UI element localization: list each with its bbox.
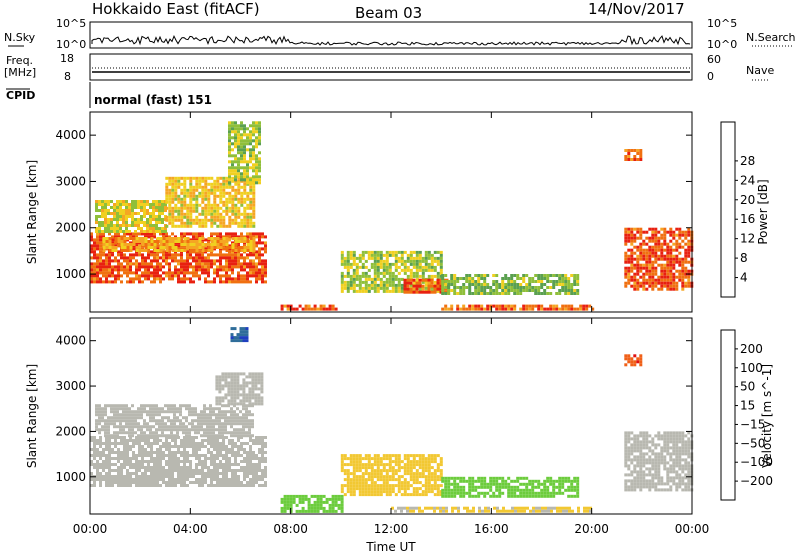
echo-region-4 — [228, 121, 261, 184]
x-tick-label-0: 00:00 — [73, 522, 108, 536]
echo-region-2 — [95, 200, 167, 233]
x-tick-label-6: 00:00 — [675, 522, 710, 536]
x-tick-label-2: 08:00 — [273, 522, 308, 536]
echo-region-2 — [215, 372, 263, 405]
colorbar-tick-0-0: 4 — [740, 271, 748, 285]
echo-region-8 — [624, 431, 693, 491]
echo-region-1 — [95, 404, 254, 437]
x-tick-label-5: 20:00 — [574, 522, 609, 536]
echo-region-8 — [441, 274, 579, 295]
echo-region-6 — [441, 477, 579, 498]
freq-panel: Freq. [MHz] 18 8 60 0 Nave — [4, 52, 774, 83]
echo-region-0 — [90, 436, 267, 487]
freq-tick-top: 18 — [60, 52, 74, 65]
colorbar-tick-0-4: 20 — [740, 193, 755, 207]
y-tick-label-0-0: 1000 — [55, 267, 86, 281]
power-heatmap — [90, 121, 693, 310]
date-label: 14/Nov/2017 — [588, 0, 685, 18]
time-xlabel: Time UT — [365, 540, 416, 554]
echo-region-5 — [341, 454, 443, 496]
nsearch-tick-bottom: 10^0 — [707, 38, 737, 51]
colorbar-tick-1-2: 50 — [740, 380, 755, 394]
nsky-panel: N.Sky 10^5 10^0 10^5 10^0 N.Search — [4, 17, 796, 51]
y-tick-label-0-3: 4000 — [55, 128, 86, 142]
nsky-label: N.Sky — [4, 31, 36, 44]
power-colorbar: 4 8 12 16 20 24 28 — [721, 122, 755, 297]
x-tick-label-3: 12:00 — [374, 522, 409, 536]
station-title: Hokkaido East (fitACF) — [92, 0, 260, 18]
echo-region-9 — [624, 354, 642, 366]
y-tick-label-1-0: 1000 — [55, 470, 86, 484]
velocity-ylabel: Slant Range [km] — [25, 364, 39, 468]
cpid-text: normal (fast) 151 — [94, 93, 212, 107]
x-tick-label-1: 04:00 — [173, 522, 208, 536]
echo-region-3 — [165, 177, 255, 228]
nave-label: Nave — [746, 64, 774, 77]
nave-tick-bottom: 0 — [707, 70, 714, 83]
y-tick-label-0-2: 3000 — [55, 174, 86, 188]
cpid-panel: CPID normal (fast) 151 — [6, 82, 212, 108]
echo-region-11 — [624, 149, 642, 161]
colorbar-tick-0-1: 8 — [740, 251, 748, 265]
nsky-tick-bottom: 10^0 — [56, 38, 86, 51]
y-tick-label-1-1: 2000 — [55, 424, 86, 438]
y-tick-label-1-3: 4000 — [55, 334, 86, 348]
freq-unit: [MHz] — [4, 66, 36, 79]
colorbar-tick-1-7: −200 — [740, 474, 773, 488]
velocity-colorbar-label: Velocity [m s^-1] — [760, 364, 774, 468]
nsearch-tick-top: 10^5 — [707, 17, 737, 30]
freq-tick-bottom: 8 — [64, 70, 71, 83]
colorbar-tick-1-3: 15 — [740, 399, 755, 413]
colorbar-tick-0-5: 24 — [740, 173, 755, 187]
echo-region-4 — [281, 495, 344, 513]
colorbar-tick-0-2: 12 — [740, 232, 755, 246]
echo-region-10 — [624, 228, 693, 291]
y-tick-label-1-2: 3000 — [55, 379, 86, 393]
echo-region-5 — [281, 305, 338, 311]
cpid-label: CPID — [6, 89, 35, 102]
colorbar-tick-0-3: 16 — [740, 212, 755, 226]
nsky-trace — [92, 36, 690, 45]
colorbar-tick-1-0: 200 — [740, 342, 763, 356]
velocity-heatmap — [90, 327, 693, 513]
nsky-tick-top: 10^5 — [56, 17, 86, 30]
beam-label: Beam 03 — [355, 4, 422, 22]
echo-region-9 — [441, 305, 594, 311]
power-panel: 1000 2000 3000 4000 Slant Range [km] 4 8 12 16… — [25, 112, 770, 312]
nsearch-label: N.Search — [746, 31, 796, 44]
echo-region-3 — [231, 327, 249, 342]
power-colorbar-label: Power [dB] — [756, 179, 770, 244]
power-ylabel: Slant Range [km] — [25, 160, 39, 264]
colorbar-tick-0-6: 28 — [740, 154, 755, 168]
nave-tick-top: 60 — [707, 53, 721, 66]
x-tick-label-4: 16:00 — [474, 522, 509, 536]
y-tick-label-0-1: 2000 — [55, 221, 86, 235]
